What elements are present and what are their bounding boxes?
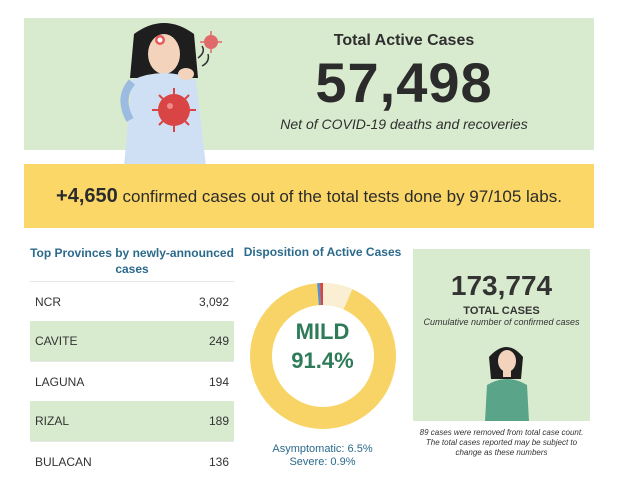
province-name: NCR — [35, 295, 61, 309]
active-cases-subtitle: Net of COVID-19 deaths and recoveries — [214, 116, 594, 132]
province-value: 189 — [209, 414, 229, 428]
province-row: RIZAL 189 — [30, 401, 234, 441]
active-cases-value: 57,498 — [214, 54, 594, 112]
province-value: 3,092 — [199, 295, 229, 309]
province-value: 249 — [209, 334, 229, 348]
total-cases-sublabel: Cumulative number of confirmed cases — [413, 317, 590, 327]
mild-label: MILD — [248, 317, 398, 346]
top-provinces-title: Top Provinces by newly-announced cases — [30, 243, 234, 281]
total-cases-label: TOTAL CASES — [413, 305, 590, 317]
province-row: BULACAN 136 — [30, 441, 234, 481]
asymptomatic-label: Asymptomatic: 6.5% — [240, 443, 405, 456]
new-cases-banner: +4,650 confirmed cases out of the total … — [24, 164, 594, 228]
province-row: LAGUNA 194 — [30, 361, 234, 401]
province-row: NCR 3,092 — [30, 281, 234, 321]
donut-center-label: MILD 91.4% — [248, 317, 398, 375]
active-cases-text: Total Active Cases 57,498 Net of COVID-1… — [214, 18, 594, 132]
province-name: BULACAN — [35, 455, 92, 469]
active-cases-title: Total Active Cases — [214, 32, 594, 50]
disposition-donut: MILD 91.4% — [248, 281, 398, 431]
province-name: CAVITE — [35, 334, 77, 348]
province-value: 136 — [209, 455, 229, 469]
province-name: LAGUNA — [35, 375, 84, 389]
disposition-panel: Disposition of Active Cases MILD 91.4% A… — [240, 243, 405, 469]
active-cases-card: Total Active Cases 57,498 Net of COVID-1… — [24, 18, 594, 150]
new-cases-number: +4,650 — [56, 185, 118, 207]
province-name: RIZAL — [35, 414, 69, 428]
person-icon — [477, 343, 537, 421]
total-cases-value: 173,774 — [413, 271, 590, 301]
mild-value: 91.4% — [248, 346, 398, 375]
new-cases-text: confirmed cases out of the total tests d… — [118, 187, 562, 206]
sick-woman-coughing-icon — [94, 18, 234, 166]
total-cases-note: 89 cases were removed from total case co… — [413, 428, 590, 458]
disposition-title: Disposition of Active Cases — [240, 243, 405, 261]
province-row: CAVITE 249 — [30, 321, 234, 361]
total-cases-card: 173,774 TOTAL CASES Cumulative number of… — [413, 249, 590, 421]
donut-asymptomatic-segment — [323, 294, 348, 299]
province-value: 194 — [209, 375, 229, 389]
top-provinces-table: Top Provinces by newly-announced cases N… — [30, 243, 234, 481]
severe-label: Severe: 0.9% — [240, 456, 405, 469]
